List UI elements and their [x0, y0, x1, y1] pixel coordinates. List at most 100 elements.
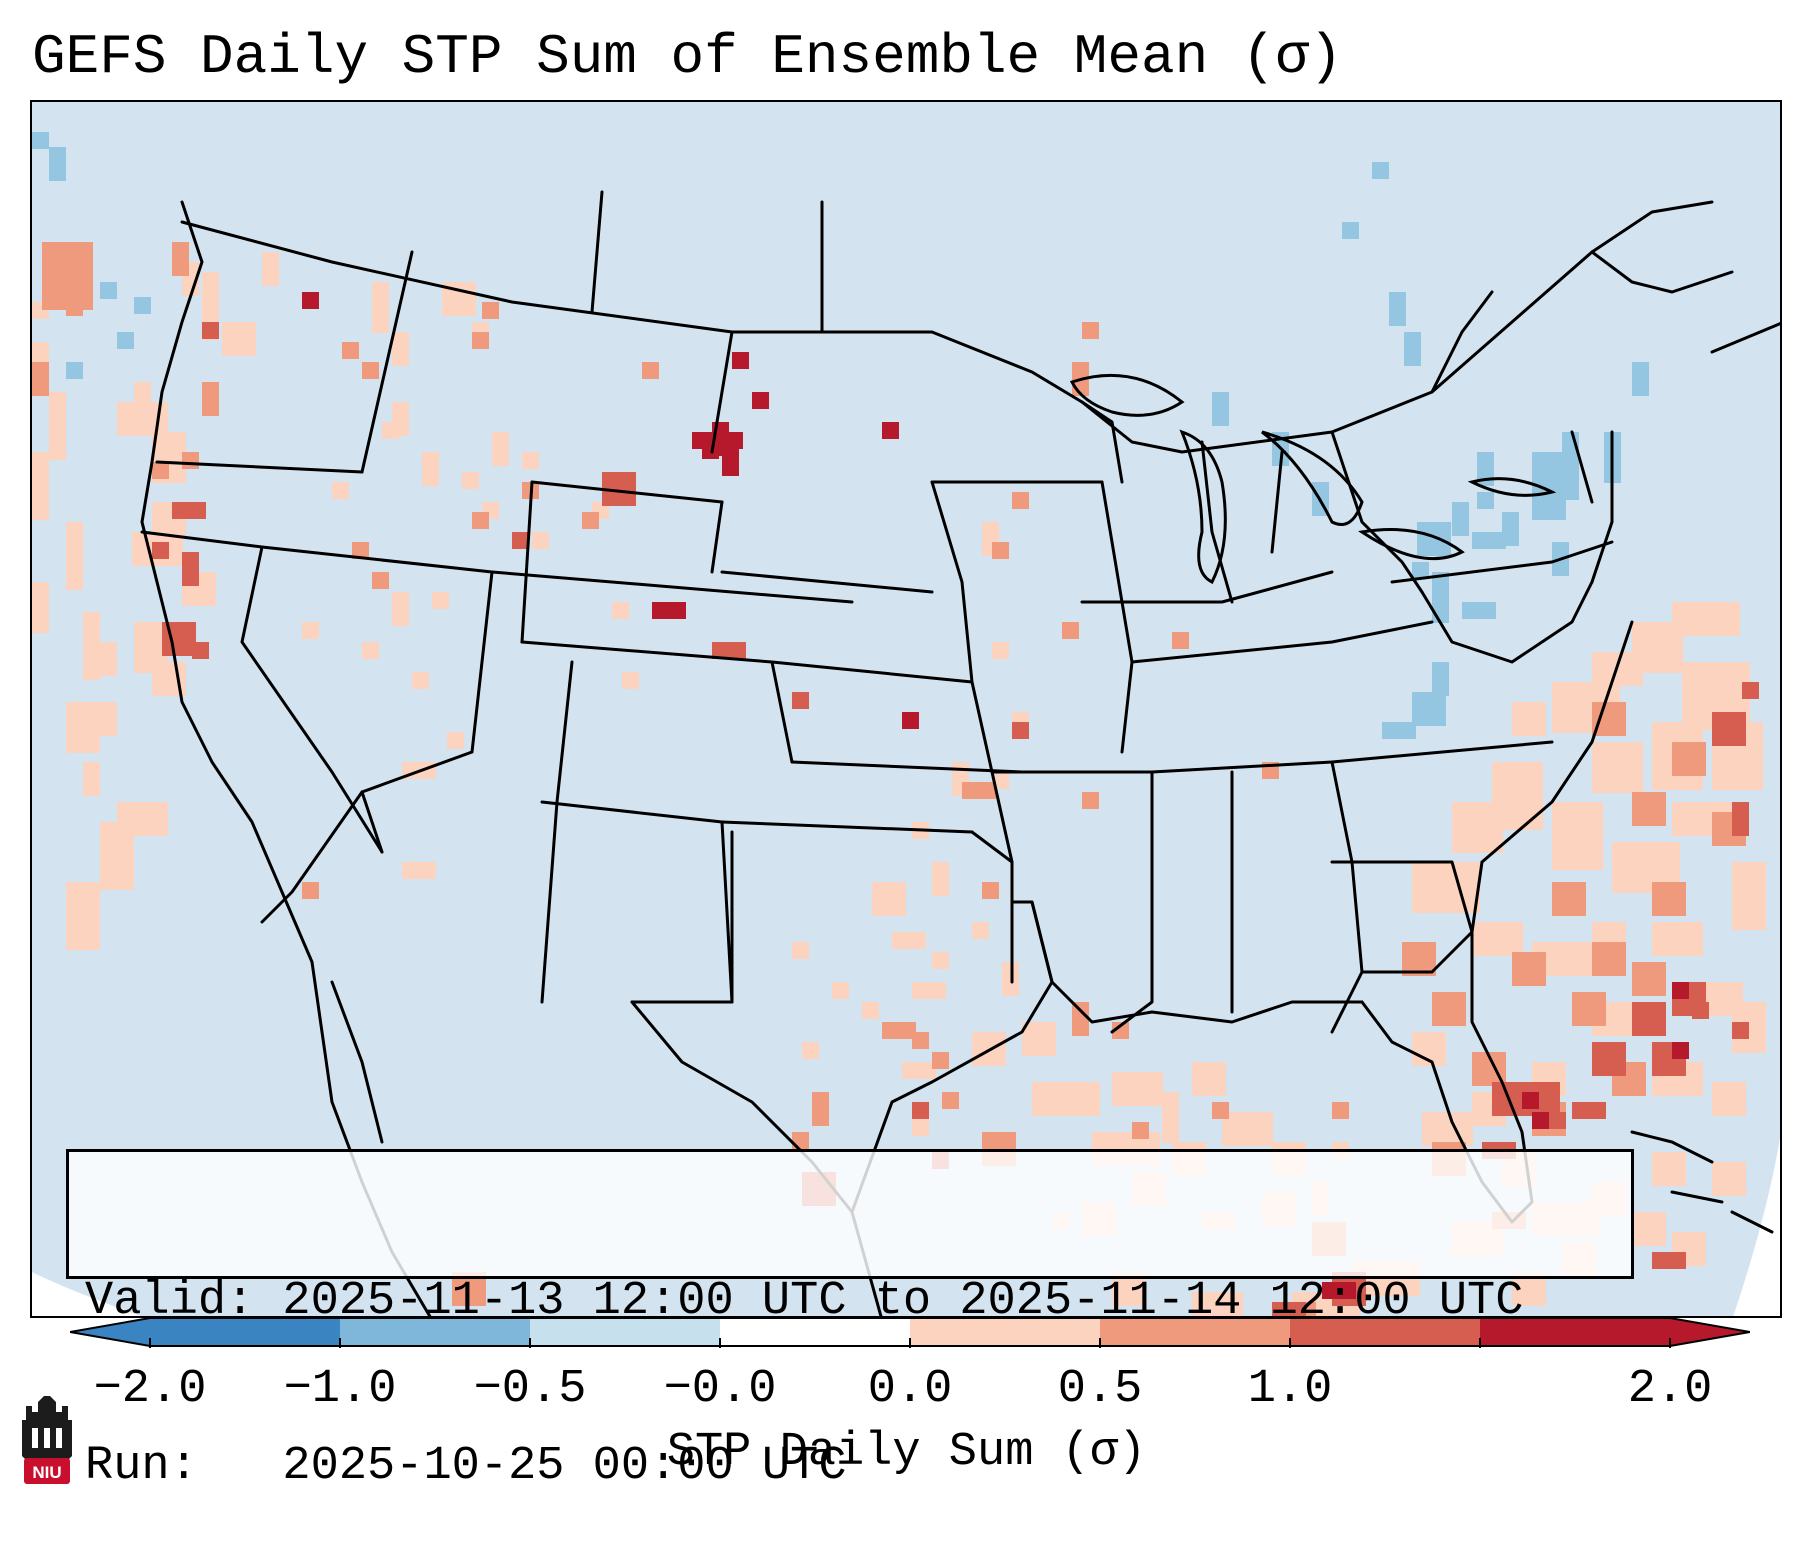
boundary-line: [540, 660, 574, 1004]
colorbar-tick-label: −0.0: [663, 1363, 777, 1416]
anomaly-dark-red-cell: [1532, 1112, 1549, 1129]
anomaly-orange-cell: [1432, 992, 1466, 1026]
colorbar-tick-label: 1.0: [1247, 1363, 1333, 1416]
anomaly-pale-red-cell: [412, 672, 429, 689]
boundary-line: [1080, 570, 1334, 604]
anomaly-pale-red-cell: [117, 802, 168, 836]
anomaly-light-blue-cell: [1342, 222, 1359, 239]
anomaly-pale-red-cell: [492, 432, 509, 466]
anomaly-orange-cell: [1112, 1022, 1129, 1039]
boundary-line: [710, 500, 724, 574]
colorbar-segment: [910, 1318, 1101, 1346]
anomaly-pale-red-cell: [332, 482, 349, 499]
anomaly-dark-red-cell: [722, 442, 739, 476]
anomaly-pale-red-cell: [1422, 1112, 1473, 1146]
anomaly-pale-red-cell: [1732, 862, 1766, 930]
colorbar-segment: [1480, 1318, 1671, 1346]
colorbar-tick-label: −0.5: [473, 1363, 587, 1416]
anomaly-orange-cell: [1082, 322, 1099, 339]
boundary-line: [180, 200, 1714, 454]
anomaly-dark-red-cell: [902, 712, 919, 729]
anomaly-pale-red-cell: [1592, 742, 1643, 793]
colorbar-segment: [1100, 1318, 1291, 1346]
anomaly-pale-red-cell: [1652, 922, 1703, 956]
anomaly-orange-cell: [982, 882, 999, 899]
anomaly-light-blue-cell: [1412, 562, 1429, 579]
anomaly-pale-red-cell: [1552, 802, 1603, 870]
boundary-line: [1330, 860, 1474, 934]
anomaly-pale-red-cell: [83, 762, 100, 796]
anomaly-dark-red-cell: [652, 602, 686, 619]
boundary-line: [1110, 770, 1154, 1034]
niu-logo: NIU: [22, 1396, 72, 1484]
colorbar-segment: [530, 1318, 721, 1346]
boundary-line: [140, 200, 432, 1316]
anomaly-pale-red-cell: [134, 382, 151, 416]
anomaly-orange-cell: [812, 1092, 829, 1126]
anomaly-pale-red-cell: [462, 472, 479, 489]
boundary-line: [720, 820, 974, 834]
anomaly-red-cell: [1732, 1022, 1749, 1039]
anomaly-orange-cell: [1082, 792, 1099, 809]
colorbar-tick-label: 0.0: [867, 1363, 953, 1416]
projection-edge-right: [1733, 1138, 1780, 1316]
anomaly-light-blue-cell: [1632, 362, 1649, 396]
anomaly-red-cell: [912, 1102, 929, 1119]
anomaly-light-blue-cell: [1382, 722, 1416, 739]
anomaly-pale-red-cell: [932, 862, 949, 896]
anomaly-pale-red-cell: [1162, 1092, 1179, 1143]
anomaly-pale-red-cell: [392, 592, 409, 626]
anomaly-orange-cell: [642, 362, 659, 379]
anomaly-orange-cell: [372, 572, 389, 589]
map-panel: [30, 100, 1782, 1318]
anomaly-pale-red-cell: [892, 932, 926, 949]
boundary-line: [530, 480, 724, 504]
anomaly-orange-cell: [1592, 942, 1626, 976]
anomaly-pale-red-cell: [372, 282, 389, 333]
boundary-line: [155, 460, 364, 474]
boundary-line: [1590, 430, 1614, 584]
anomaly-light-blue-cell: [1452, 502, 1469, 536]
boundary-line: [360, 250, 414, 474]
anomaly-pale-red-cell: [1712, 1082, 1746, 1116]
boundary-line: [330, 980, 384, 1144]
colorbar-extend-low: [70, 1318, 150, 1346]
anomaly-red-cell: [512, 532, 529, 549]
boundary-line: [1590, 250, 1734, 294]
anomaly-light-blue-cell: [1477, 492, 1494, 509]
anomaly-pale-red-cell: [1222, 1112, 1273, 1146]
lake-michigan: [1179, 429, 1227, 585]
anomaly-orange-cell: [1062, 622, 1079, 639]
anomaly-orange-cell: [1592, 702, 1626, 736]
anomaly-dark-red-cell: [1522, 1092, 1539, 1109]
anomaly-red-cell: [712, 642, 746, 659]
anomaly-light-blue-cell: [1472, 532, 1506, 549]
anomaly-pale-red-cell: [862, 1002, 879, 1019]
anomaly-pale-red-cell: [1672, 602, 1740, 636]
anomaly-orange-cell: [912, 1032, 929, 1049]
anomaly-light-blue-cell: [1432, 662, 1449, 696]
anomaly-orange-cell: [1172, 632, 1189, 649]
anomaly-pale-red-cell: [1022, 1022, 1056, 1056]
anomaly-pale-red-cell: [1652, 1152, 1686, 1186]
boundary-line: [1480, 620, 1634, 864]
anomaly-pale-red-cell: [972, 922, 989, 939]
anomaly-dark-red-cell: [1672, 1042, 1689, 1059]
colorbar-tick-label: 2.0: [1627, 1363, 1713, 1416]
anomaly-pale-red-cell: [362, 642, 379, 659]
info-box: Valid: 2025-11-13 12:00 UTC to 2025-11-1…: [66, 1149, 1634, 1493]
anomaly-light-blue-cell: [1417, 522, 1451, 556]
anomaly-pale-red-cell: [992, 642, 1009, 659]
boundary-line: [240, 545, 384, 854]
boundary-line: [1390, 540, 1614, 584]
anomaly-orange-cell: [472, 512, 489, 529]
anomaly-pale-red-cell: [1112, 1072, 1163, 1106]
boundary-line: [1200, 440, 1234, 604]
lake-superior: [1069, 373, 1185, 417]
run-time: Run: 2025-10-25 00:00 UTC: [85, 1440, 847, 1493]
anomaly-orange-cell: [32, 362, 49, 396]
anomaly-light-blue: [32, 132, 1649, 739]
anomaly-pale-red-cell: [222, 322, 256, 356]
colorbar: [70, 1317, 1750, 1348]
anomaly-light-blue-cell: [1389, 292, 1406, 326]
